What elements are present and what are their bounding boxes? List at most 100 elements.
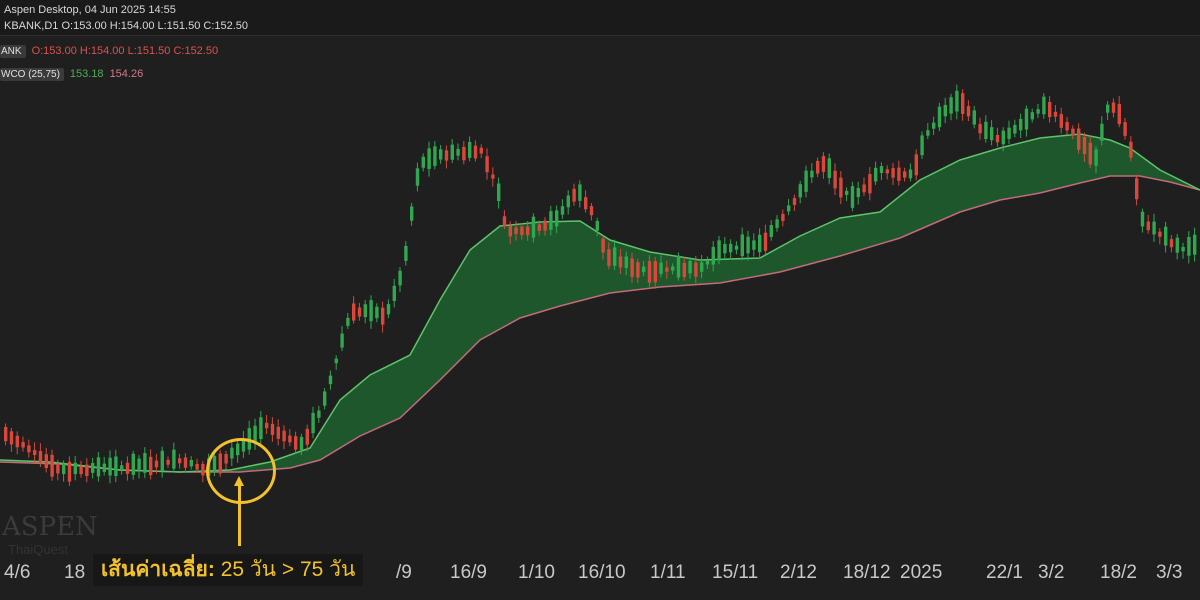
- candle-down: [1123, 122, 1127, 136]
- candle-down: [85, 464, 89, 477]
- candle-down: [1088, 142, 1092, 165]
- ohlc-legend-values: O:153.00 H:154.00 L:151.50 C:152.50: [31, 45, 219, 57]
- candle-up: [91, 463, 95, 473]
- candle-up: [879, 166, 884, 173]
- candle-down: [125, 462, 130, 474]
- candle-down: [265, 422, 269, 429]
- candle-up: [369, 300, 373, 322]
- slow-ma-value: 154.26: [109, 68, 144, 80]
- candle-up: [131, 453, 135, 475]
- indicator-tag[interactable]: WCO (25,75): [0, 67, 64, 81]
- candle-down: [79, 466, 83, 475]
- candle-up: [705, 260, 710, 265]
- candle-down: [444, 150, 449, 161]
- indicator-legend: WCO (25,75) 153.18 154.26: [0, 66, 143, 82]
- symbol-tag[interactable]: ANK: [0, 44, 26, 58]
- candle-down: [44, 454, 48, 469]
- candle-down: [543, 220, 547, 231]
- watermark-brand: ASPEN: [2, 512, 98, 542]
- candle-down: [381, 307, 385, 325]
- candle-down: [630, 258, 634, 277]
- candle-up: [908, 169, 913, 179]
- candle-up: [990, 127, 994, 141]
- fast-ma-value: 153.18: [69, 68, 104, 80]
- x-tick-label: 1/11: [650, 562, 686, 583]
- candle-down: [473, 145, 478, 159]
- candle-up: [1187, 236, 1191, 256]
- candle-up: [972, 110, 976, 125]
- candle-down: [839, 177, 843, 198]
- candle-down: [485, 156, 489, 173]
- annotation-label: เส้นค่าเฉลี่ย:: [101, 558, 215, 581]
- candle-down: [694, 262, 698, 277]
- candle-down: [1169, 239, 1174, 248]
- candle-down: [183, 457, 188, 468]
- candle-down: [462, 146, 466, 161]
- candle-up: [560, 206, 565, 215]
- candle-up: [456, 148, 460, 156]
- x-tick-label: 3/3: [1156, 562, 1183, 583]
- annotation-arrow-shaft: [238, 484, 241, 546]
- candle-down: [885, 169, 889, 174]
- candle-up: [334, 358, 338, 364]
- candle-up: [624, 256, 628, 268]
- candle-up: [769, 225, 773, 237]
- candle-up: [595, 220, 599, 231]
- candle-down: [589, 206, 594, 216]
- x-tick-label: 1/10: [518, 562, 555, 583]
- candle-down: [282, 430, 286, 442]
- candle-down: [1048, 101, 1052, 118]
- candle-up: [717, 240, 721, 261]
- candle-up: [798, 184, 802, 198]
- ohlc-values: O:153.00 H:154.00 L:151.50 C:152.50: [61, 20, 249, 32]
- candle-up: [845, 190, 849, 195]
- candle-up: [323, 391, 327, 406]
- candle-down: [50, 454, 54, 477]
- candle-down: [978, 123, 982, 134]
- candle-down: [15, 435, 19, 448]
- candle-up: [340, 333, 344, 348]
- candle-down: [961, 93, 965, 114]
- candle-down: [1082, 136, 1087, 154]
- candle-up: [1007, 127, 1011, 139]
- candle-up: [1042, 96, 1046, 115]
- candle-down: [1158, 231, 1162, 237]
- candle-up: [531, 216, 536, 238]
- candle-up: [160, 450, 164, 471]
- candle-up: [172, 449, 176, 469]
- candle-down: [149, 456, 153, 476]
- x-tick-label: 4/6: [4, 562, 31, 583]
- candle-down: [38, 451, 43, 464]
- candle-up: [497, 183, 501, 202]
- candle-down: [479, 147, 483, 154]
- watermark-sub: ThaiQuest: [8, 542, 68, 557]
- candle-up: [566, 195, 570, 208]
- candle-up: [578, 184, 582, 201]
- candle-up: [1019, 118, 1023, 131]
- candle-down: [1071, 128, 1075, 136]
- candle-down: [572, 188, 576, 202]
- candle-up: [253, 425, 257, 443]
- candle-up: [810, 170, 814, 178]
- candle-up: [299, 436, 304, 451]
- candle-up: [1036, 109, 1040, 114]
- candle-up: [700, 262, 704, 272]
- x-tick-label: 18/12: [843, 562, 891, 583]
- candle-up: [1030, 112, 1034, 120]
- candle-up: [740, 234, 744, 257]
- candle-up: [73, 462, 77, 475]
- candle-down: [1077, 128, 1081, 150]
- candlestick-chart[interactable]: [0, 80, 1200, 550]
- candle-up: [102, 463, 106, 472]
- candle-up: [317, 410, 321, 418]
- candle-up: [613, 247, 617, 266]
- candle-down: [67, 461, 72, 482]
- window-titlebar: Aspen Desktop, 04 Jun 2025 14:55 KBANK,D…: [0, 0, 1200, 36]
- candle-down: [1065, 122, 1069, 131]
- candle-up: [856, 187, 860, 198]
- candle-down: [178, 458, 182, 464]
- candle-down: [647, 261, 652, 283]
- candle-up: [421, 156, 425, 168]
- candle-up: [404, 245, 408, 261]
- candle-down: [305, 428, 309, 445]
